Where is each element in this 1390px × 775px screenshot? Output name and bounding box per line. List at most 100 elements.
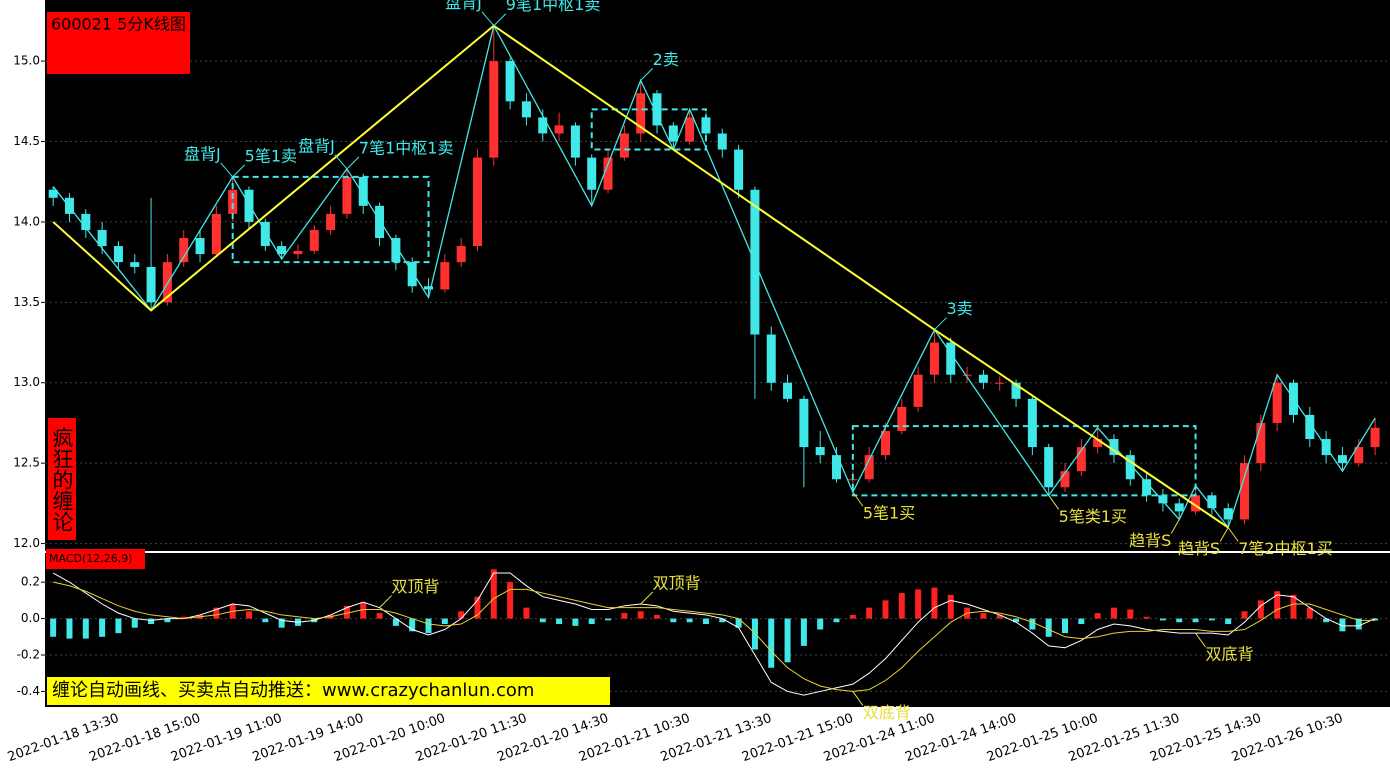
macd-bar bbox=[523, 607, 530, 619]
macd-bar bbox=[833, 618, 840, 623]
stroke-line bbox=[52, 23, 1376, 529]
candle-body bbox=[1207, 495, 1217, 509]
candle-body bbox=[554, 125, 564, 134]
candle-body bbox=[685, 117, 695, 142]
candle-body bbox=[81, 213, 91, 230]
stroke-line bbox=[52, 24, 1229, 529]
candle-body bbox=[179, 238, 189, 263]
candle-body bbox=[1011, 382, 1021, 399]
macd-bar bbox=[1306, 607, 1313, 619]
macd-bar bbox=[621, 613, 628, 619]
macd-title-box bbox=[46, 549, 145, 569]
macd-bar bbox=[376, 613, 383, 619]
macd-bar bbox=[898, 593, 905, 619]
macd-bar bbox=[246, 611, 252, 619]
annotation-arrow bbox=[346, 156, 360, 170]
macd-bar bbox=[686, 618, 693, 623]
annotation: 7笔1中枢1卖 bbox=[359, 138, 454, 157]
macd-bar bbox=[572, 618, 579, 626]
macd-bar bbox=[66, 618, 73, 639]
candle-body bbox=[97, 229, 107, 247]
macd-bar bbox=[654, 614, 660, 619]
macd-bar bbox=[996, 614, 1003, 619]
annotation: 趋背S bbox=[1178, 539, 1220, 558]
y-tick-label: 15.0 bbox=[13, 54, 40, 68]
y-tick-label: -0.4 bbox=[17, 684, 40, 698]
annotation: 盘背J bbox=[184, 144, 221, 163]
candle-body bbox=[521, 101, 531, 118]
candle-body bbox=[1125, 455, 1135, 480]
candle-body bbox=[195, 238, 205, 255]
macd-bar bbox=[1159, 618, 1166, 621]
macd-bar bbox=[1045, 618, 1052, 637]
macd-bar bbox=[784, 618, 791, 663]
annotation: 3卖 bbox=[946, 299, 972, 318]
annotation: 双顶背 bbox=[653, 574, 701, 593]
candle-body bbox=[1272, 382, 1282, 423]
candle-body bbox=[766, 334, 776, 383]
candle-body bbox=[244, 189, 254, 222]
macd-bar bbox=[164, 618, 171, 623]
candle-body bbox=[146, 266, 156, 303]
candle-body bbox=[228, 189, 238, 214]
macd-bar bbox=[539, 618, 546, 623]
pivot-box bbox=[590, 108, 707, 151]
macd-bar bbox=[115, 618, 122, 634]
candle-body bbox=[538, 117, 548, 134]
candle-body bbox=[407, 262, 417, 287]
candle-body bbox=[391, 238, 401, 263]
candle-body bbox=[260, 221, 270, 247]
y-tick-label: 13.0 bbox=[13, 375, 40, 389]
candle-body bbox=[799, 398, 809, 448]
annotation-arrow bbox=[1219, 527, 1229, 542]
candle-body bbox=[929, 342, 939, 375]
macd-bar bbox=[1241, 611, 1248, 619]
candle-body bbox=[1060, 471, 1070, 488]
macd-bar bbox=[751, 618, 758, 650]
annotation: 双顶背 bbox=[392, 577, 440, 596]
candle-body bbox=[880, 430, 890, 456]
macd-bar bbox=[1110, 607, 1117, 619]
macd-bar bbox=[1176, 618, 1183, 623]
candle-body bbox=[424, 286, 434, 290]
candle-body bbox=[1027, 398, 1037, 448]
annotation-arrow bbox=[1048, 495, 1060, 510]
candle-body bbox=[1354, 447, 1364, 464]
annotation-arrow bbox=[220, 162, 234, 178]
macd-bar bbox=[670, 618, 677, 623]
y-tick-label: 13.5 bbox=[13, 295, 40, 309]
macd-bar bbox=[1143, 616, 1150, 619]
macd-bar bbox=[588, 618, 595, 625]
macd-bar bbox=[1290, 594, 1297, 619]
annotation-arrow bbox=[1227, 527, 1239, 542]
candle-body bbox=[1044, 447, 1054, 488]
candle-body bbox=[1142, 479, 1152, 496]
title-box bbox=[47, 12, 190, 74]
macd-bar bbox=[980, 613, 987, 619]
candle-body bbox=[1305, 414, 1315, 440]
macd-bar bbox=[1192, 618, 1199, 623]
y-tick-label: 0.2 bbox=[21, 575, 40, 589]
macd-bar bbox=[1372, 618, 1379, 621]
candle-body bbox=[1191, 495, 1201, 512]
chart-title: 600021 5分K线图 bbox=[51, 15, 186, 34]
candle-body bbox=[1370, 427, 1380, 448]
candle-body bbox=[375, 205, 385, 239]
annotation-arrow bbox=[1170, 519, 1180, 534]
candle-body bbox=[1337, 455, 1347, 464]
macd-bar bbox=[409, 618, 416, 632]
macd-line bbox=[53, 581, 1376, 692]
annotation-arrow bbox=[493, 13, 507, 27]
annotation-arrow bbox=[481, 11, 495, 27]
candle-body bbox=[668, 125, 678, 142]
macd-bar bbox=[99, 618, 106, 637]
macd-bar bbox=[1127, 609, 1134, 619]
candle-body bbox=[995, 382, 1005, 384]
macd-bar bbox=[262, 618, 269, 623]
candle-body bbox=[717, 133, 727, 150]
candle-body bbox=[309, 229, 319, 251]
macd-bar bbox=[360, 602, 367, 619]
macd-bar bbox=[1013, 618, 1020, 623]
y-tick-label: 14.5 bbox=[13, 134, 40, 148]
